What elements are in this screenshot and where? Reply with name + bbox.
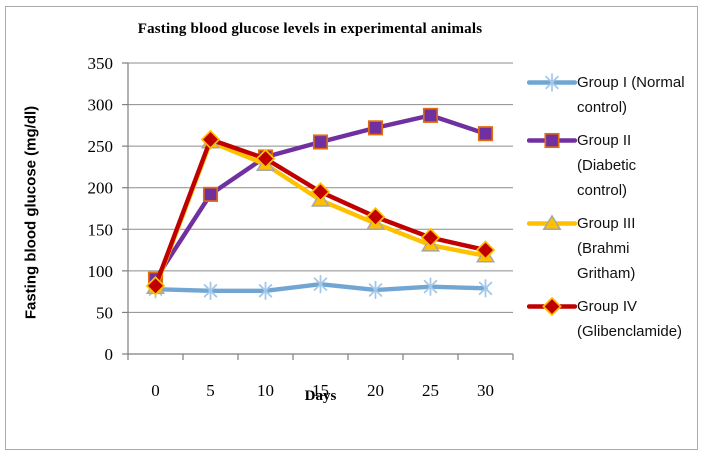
series-line — [153, 139, 488, 290]
x-tick-label: 15 — [312, 381, 329, 400]
x-axis-title: Days — [304, 388, 337, 404]
marker-asterisk — [203, 281, 218, 301]
legend-marker-diamond-icon — [527, 296, 577, 317]
asterisk-spoke — [478, 281, 493, 296]
legend-marker-asterisk-icon — [527, 73, 577, 92]
marker-square — [202, 186, 219, 202]
x-tick-label: 0 — [151, 381, 160, 400]
legend-item-group-i: Group I (Normal control) — [527, 70, 699, 120]
legend-item-group-ii: Group II (Diabetic control) — [527, 128, 699, 203]
marker-asterisk — [478, 279, 493, 298]
y-tick-label: 300 — [88, 96, 114, 115]
marker-asterisk — [258, 281, 273, 301]
legend: Group I (Normal control) Group II (Diabe… — [527, 70, 699, 344]
x-tick-label: 10 — [257, 381, 274, 400]
marker-diamond — [420, 227, 441, 248]
marker-diamond — [365, 207, 386, 227]
x-tick-label: 5 — [206, 381, 215, 400]
marker-square — [477, 126, 494, 142]
x-tick-label: 20 — [367, 381, 384, 400]
marker-square — [422, 107, 439, 123]
marker-square — [367, 120, 384, 136]
legend-label-group-i: Group I (Normal control) — [577, 74, 685, 116]
asterisk-spoke — [368, 283, 383, 297]
legend-label-group-ii: Group II (Diabetic control) — [577, 132, 637, 199]
asterisk-spoke — [313, 277, 328, 291]
chart-border-frame — [5, 6, 698, 450]
legend-item-group-iii: Group III (Brahmi Gritham) — [527, 211, 699, 286]
y-tick-label: 250 — [88, 137, 114, 156]
asterisk-spoke — [203, 284, 218, 298]
marker-asterisk — [545, 73, 559, 92]
asterisk-spoke — [258, 284, 273, 298]
y-tick-label: 150 — [88, 220, 114, 239]
legend-marker-square-icon — [527, 132, 577, 149]
legend-label-group-iii: Group III (Brahmi Gritham) — [577, 215, 636, 282]
asterisk-spoke — [423, 279, 438, 294]
x-tick-label: 30 — [477, 381, 494, 400]
y-tick-label: 100 — [88, 262, 114, 281]
marker-asterisk — [368, 280, 383, 300]
legend-label-group-iv: Group IV (Glibenclamide) — [577, 298, 683, 340]
series-1 — [148, 274, 493, 301]
y-tick-label: 350 — [88, 54, 114, 73]
marker-diamond — [310, 182, 331, 202]
legend-item-group-iv: Group IV (Glibenclamide) — [527, 294, 699, 344]
marker-asterisk — [313, 274, 328, 294]
marker-square — [312, 134, 329, 150]
series-4 — [145, 129, 496, 296]
y-tick-label: 200 — [88, 179, 114, 198]
marker-diamond — [542, 296, 562, 317]
chart-title: Fasting blood glucose levels in experime… — [137, 21, 483, 37]
asterisk-spoke — [545, 75, 559, 90]
y-tick-label: 50 — [96, 303, 113, 322]
marker-diamond — [475, 240, 496, 260]
y-tick-label: 0 — [105, 345, 114, 364]
marker-diamond — [145, 276, 166, 296]
marker-asterisk — [423, 277, 438, 296]
marker-square — [544, 132, 560, 149]
marker-diamond — [200, 129, 221, 150]
marker-diamond — [255, 148, 276, 169]
legend-marker-triangle-icon — [527, 214, 577, 231]
marker-triangle — [542, 214, 562, 231]
x-tick-label: 25 — [422, 381, 439, 400]
